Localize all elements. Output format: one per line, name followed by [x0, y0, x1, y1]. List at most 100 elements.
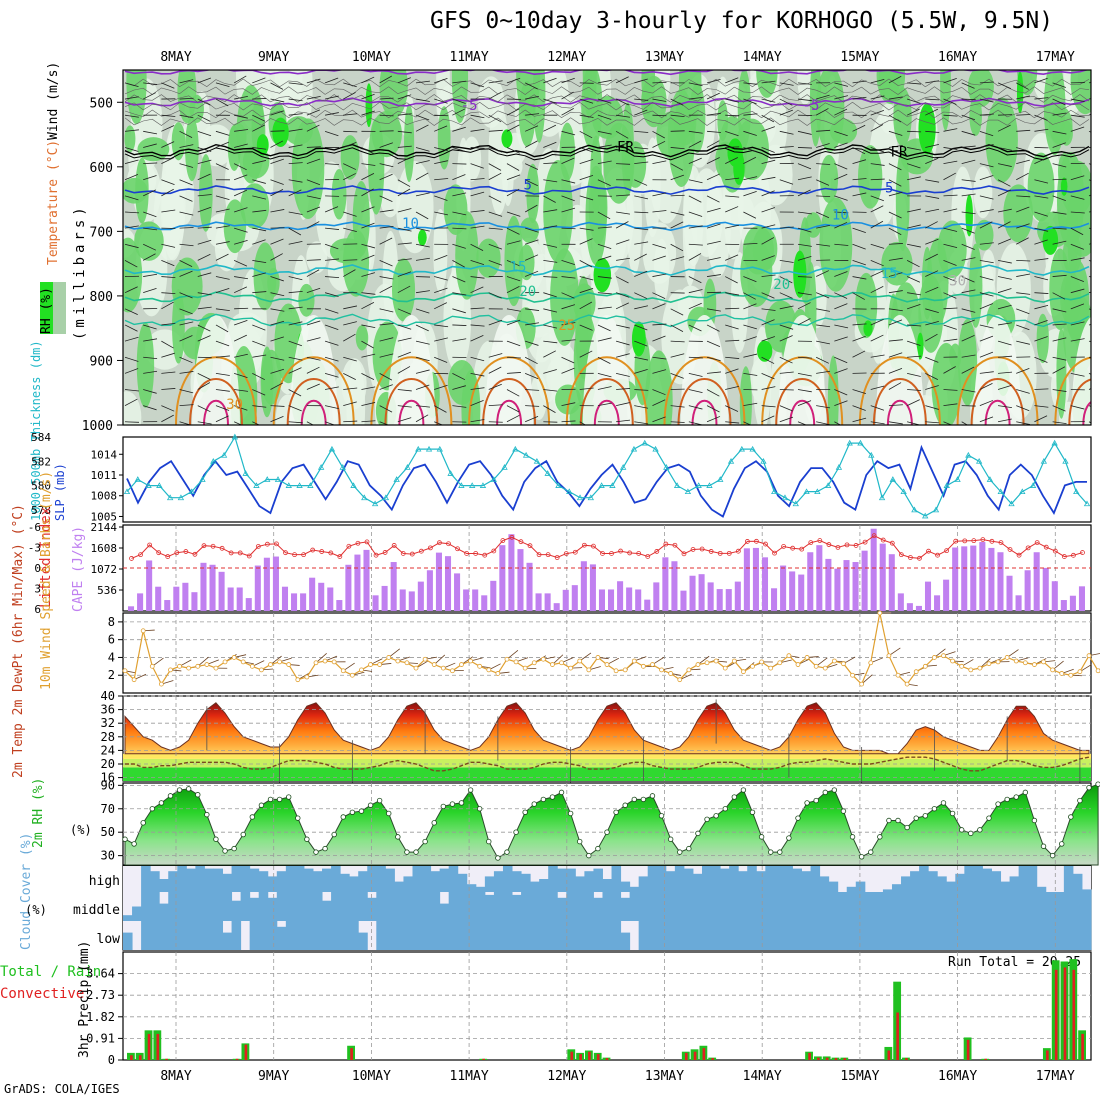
- cape-bar: [399, 589, 406, 611]
- wind-barb: [652, 140, 666, 148]
- wind-barb: [615, 221, 629, 229]
- wind-barb: [1016, 172, 1029, 181]
- wind-barb: [543, 340, 558, 344]
- wind-axis-label: Wind (m/s): [46, 62, 61, 140]
- wind-barb: [197, 226, 212, 229]
- wind-barb: [397, 271, 412, 277]
- wind-barb: [743, 190, 757, 197]
- cloud-bar-low: [412, 921, 423, 950]
- wind-barb: [634, 305, 649, 310]
- cloud-bar-high: [186, 868, 196, 892]
- cloud-bar-middle: [186, 892, 196, 921]
- wind10-point: [286, 662, 292, 667]
- wind10-point: [513, 659, 519, 665]
- wind-barb: [870, 195, 884, 202]
- wind-barb: [524, 372, 539, 380]
- cape-bar: [128, 606, 135, 611]
- wind-barb: [597, 98, 612, 104]
- rh-point: [122, 836, 128, 842]
- wind10-point: [886, 653, 892, 659]
- wind-barb: [997, 385, 1012, 390]
- axis-tick-label: 30: [101, 849, 115, 863]
- wind-barb: [815, 270, 829, 277]
- wind10-point: [831, 658, 837, 664]
- li-point: [147, 542, 153, 548]
- cape-bar: [490, 580, 497, 611]
- cape-bar: [1042, 567, 1049, 611]
- wind-barb: [907, 176, 921, 181]
- pressure-axis-label: (millibars): [72, 203, 88, 340]
- rh-high-cell: [135, 157, 149, 224]
- wind-barb: [234, 114, 248, 119]
- thickness-point: [382, 494, 390, 501]
- wind-barb: [652, 292, 666, 299]
- cape-bar: [689, 575, 696, 611]
- wind-barb: [870, 178, 885, 181]
- wind10-point: [468, 658, 473, 664]
- axis-tick-label: 28: [101, 730, 115, 744]
- wind-barb: [1052, 178, 1067, 181]
- wind-barb: [634, 389, 649, 391]
- cloud-bar-low: [123, 932, 133, 950]
- rh-point: [922, 813, 929, 819]
- wind-barb: [579, 324, 593, 331]
- wind-barb: [397, 351, 412, 358]
- wind-barb: [543, 98, 557, 104]
- wind-barb: [143, 227, 158, 231]
- wind-barb: [779, 405, 793, 412]
- wind-barb: [907, 324, 922, 327]
- rh-low-cell: [750, 358, 769, 402]
- cloud-bar-middle: [204, 892, 214, 921]
- precip-panel-frame: [122, 951, 1092, 1061]
- wind10-point: [977, 665, 983, 671]
- wind-barb: [179, 97, 194, 100]
- precip-panel: Total / Rain Convective 3hr Precip (mm) …: [0, 941, 1092, 1067]
- wind-barb: [234, 240, 248, 245]
- wind-barb: [252, 272, 266, 277]
- wind-barb: [925, 221, 938, 229]
- wind-barb: [561, 108, 574, 116]
- wind-barb: [288, 389, 302, 397]
- wind-barb: [452, 243, 466, 249]
- wind-barb: [925, 405, 939, 410]
- wind-barb: [324, 308, 339, 314]
- wind-barb: [743, 176, 758, 181]
- wind-barb: [870, 260, 884, 267]
- wind-barb: [870, 354, 885, 358]
- cape-tick-label: 2144: [91, 521, 118, 534]
- precip-convective-bar: [1063, 967, 1067, 1060]
- bottom-day-label: 17MAY: [1036, 1069, 1075, 1084]
- wind-barb: [270, 320, 285, 326]
- rh-point: [1031, 817, 1038, 824]
- top-day-label: 11MAY: [450, 50, 489, 65]
- cloud-bar-high: [1027, 866, 1038, 892]
- wind-barb: [706, 112, 721, 116]
- wind-barb: [943, 78, 957, 84]
- wind-barb: [215, 225, 230, 229]
- wind-barb: [907, 389, 922, 391]
- thickness-point: [231, 433, 239, 440]
- wind-barb: [561, 276, 576, 279]
- wind-barb: [998, 355, 1013, 358]
- rh-high-cell: [134, 221, 164, 261]
- rh-high-cell: [177, 70, 197, 124]
- bottom-day-label: 13MAY: [645, 1069, 684, 1084]
- axis-tick-label: 36: [101, 703, 115, 717]
- wind-barb: [325, 227, 340, 230]
- li-point: [391, 543, 397, 548]
- wind-barb: [743, 336, 757, 342]
- rh-point: [276, 796, 283, 803]
- cloud-bar-low: [973, 921, 983, 950]
- wind-barb: [543, 350, 556, 358]
- rh-point: [795, 815, 801, 821]
- cloud-bar-low: [692, 921, 703, 950]
- wind-barb: [415, 114, 430, 121]
- wind-barb: [343, 401, 357, 407]
- wind-barb: [124, 286, 138, 294]
- cloud-bar-low: [448, 921, 459, 950]
- top-day-label: 17MAY: [1036, 50, 1075, 65]
- wind-barb: [725, 177, 740, 181]
- cloud-bar-high: [240, 866, 251, 892]
- rh2m-axis-label: 2m RH (%): [31, 778, 46, 848]
